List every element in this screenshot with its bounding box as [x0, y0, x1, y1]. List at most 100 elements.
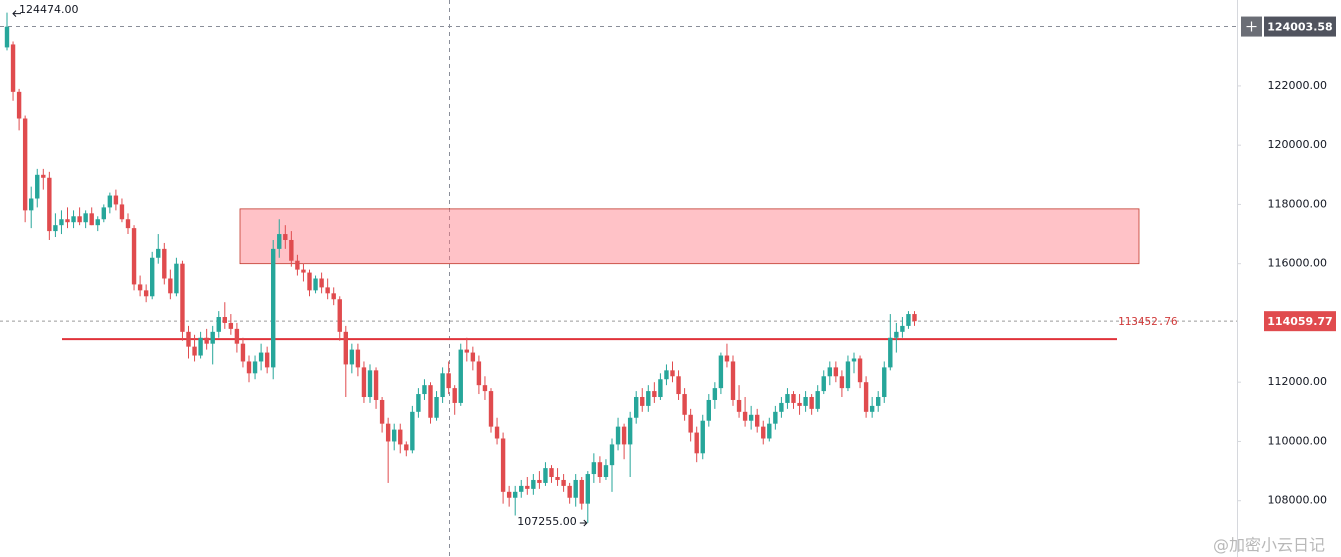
candle-body	[652, 391, 657, 398]
candle-body	[658, 379, 663, 398]
candle-body	[228, 322, 234, 329]
candle-body	[101, 207, 106, 220]
candle-body	[289, 239, 294, 261]
candle-body	[392, 429, 397, 442]
candle-body	[779, 402, 784, 412]
candle-body	[615, 426, 621, 445]
candle-body	[845, 361, 851, 389]
candle-body	[567, 485, 572, 498]
candle-body	[404, 444, 409, 451]
candle-body	[888, 337, 893, 368]
candle-body	[912, 314, 917, 322]
candle-body	[767, 423, 772, 439]
candle-body	[500, 438, 506, 492]
candle-body	[742, 411, 748, 421]
candle-body	[869, 405, 875, 412]
candle-body	[494, 426, 500, 439]
candle-body	[906, 314, 911, 326]
candle-body	[863, 382, 869, 412]
candle-body	[319, 278, 324, 288]
candle-body	[591, 462, 597, 475]
crosshair-price-box	[1264, 16, 1336, 37]
candle-body	[821, 376, 826, 392]
candle-body	[398, 429, 403, 445]
candle-body	[664, 370, 669, 380]
candle-body	[349, 349, 355, 365]
candle-body	[180, 263, 185, 332]
candle-body	[748, 414, 754, 421]
y-tick-label: 118000.00	[1268, 197, 1328, 210]
candle-body	[815, 391, 820, 409]
candle-body	[700, 420, 705, 454]
candle-body	[29, 198, 34, 211]
candle-body	[89, 213, 94, 226]
candle-body	[77, 216, 82, 223]
candle-body	[428, 385, 433, 418]
candle-body	[210, 331, 215, 344]
candle-body	[410, 411, 415, 451]
candle-body	[301, 269, 306, 273]
watermark: @加密小云日记	[1213, 536, 1325, 555]
candle-body	[246, 361, 252, 374]
candle-body	[325, 287, 330, 294]
candle-body	[222, 317, 227, 323]
high-marker-arrow	[12, 10, 21, 17]
candle-body	[603, 465, 609, 478]
candle-body	[53, 225, 58, 232]
candle-body	[621, 426, 627, 445]
low-marker-arrow	[579, 519, 588, 527]
candle-body	[537, 479, 542, 483]
candle-body	[125, 219, 131, 229]
candle-body	[694, 432, 699, 454]
candle-body	[186, 331, 191, 347]
candle-body	[682, 394, 687, 415]
candle-body	[258, 352, 264, 362]
candle-body	[894, 331, 899, 338]
candle-body	[355, 349, 361, 368]
candle-body	[640, 397, 645, 406]
candle-body	[519, 485, 524, 492]
candle-body	[476, 361, 482, 386]
y-tick-label: 120000.00	[1268, 138, 1328, 151]
low-marker-label: 107255.00	[517, 515, 577, 528]
candle-body	[761, 426, 766, 439]
candle-body	[216, 317, 221, 332]
candle-body	[597, 462, 603, 478]
candle-body	[791, 394, 796, 403]
last-price-label: 114059.77	[1267, 315, 1332, 328]
candle-body	[646, 391, 651, 406]
candle-body	[83, 213, 88, 223]
candle-body	[107, 195, 113, 208]
candle-body	[137, 284, 143, 291]
candle-body	[385, 423, 391, 442]
candle-body	[119, 204, 125, 220]
candle-body	[688, 414, 693, 433]
candle-body	[379, 399, 385, 424]
candle-body	[283, 234, 288, 240]
candle-body	[585, 474, 590, 504]
y-tick-label: 108000.00	[1268, 494, 1328, 507]
candle-body	[361, 367, 367, 398]
candle-body	[295, 260, 300, 270]
candle-body	[95, 219, 100, 226]
high-marker-label: 124474.00	[19, 3, 79, 16]
candle-body	[143, 290, 149, 297]
candle-body	[131, 228, 137, 285]
candle-body	[882, 367, 887, 398]
candle-body	[168, 278, 173, 294]
candle-body	[458, 349, 463, 403]
candle-body	[833, 367, 839, 377]
candle-body	[331, 293, 336, 300]
candle-body	[579, 479, 584, 504]
candle-body	[35, 174, 40, 199]
candle-body	[609, 444, 615, 466]
candle-body	[440, 373, 445, 398]
candle-body	[16, 91, 22, 119]
candle-body	[506, 491, 512, 498]
support-line-label: 113452.76	[1118, 315, 1178, 328]
last-price-box	[1264, 311, 1336, 332]
candle-body	[162, 248, 167, 279]
candle-body	[204, 337, 209, 344]
candle-body	[150, 257, 155, 297]
